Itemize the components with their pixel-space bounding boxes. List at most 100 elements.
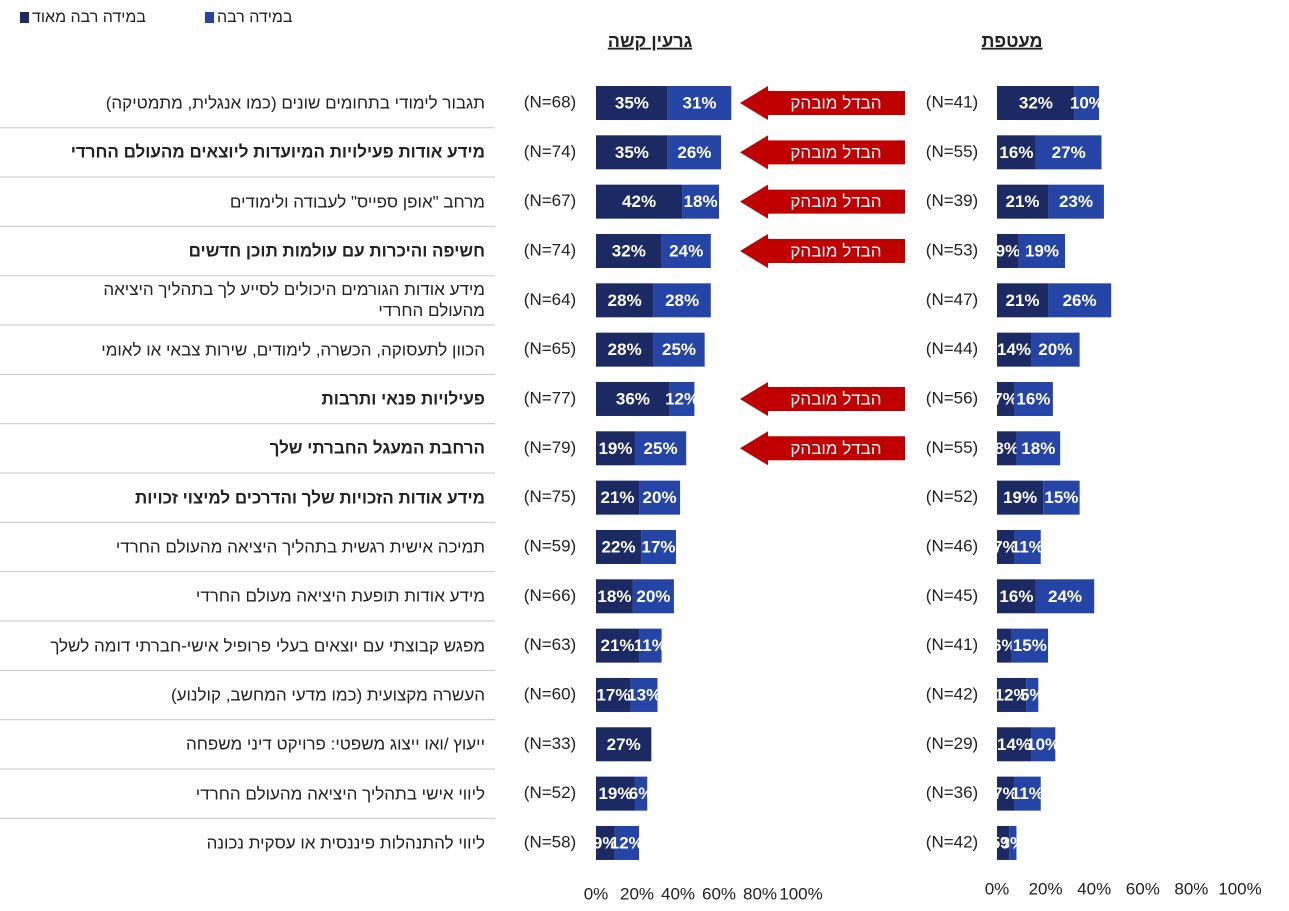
value-label: 24% [669,241,703,260]
bar-segment [639,480,681,515]
bar-segment [1009,825,1017,860]
value-label: 19% [1025,241,1059,260]
x-tick-label: 40% [1077,879,1111,898]
value-label: 36% [616,389,650,408]
n-label: (N=29) [926,734,978,753]
bar-segment [1011,628,1049,663]
value-label: 19% [598,439,632,458]
row-label: תגבור לימודי בתחומים שונים (כמו אנגלית, … [105,93,485,113]
significance-label: הבדל מובהק [790,439,881,458]
value-label: 15% [1013,636,1047,655]
row-label: מידע אודות הזכויות שלך והדרכים למיצוי זכ… [135,488,485,508]
value-label: 11% [634,636,667,655]
bar-segment [667,86,732,120]
n-label: (N=67) [524,191,576,210]
bar-segment [1035,135,1102,170]
bar-segment [596,233,662,268]
value-label: 21% [601,636,635,655]
n-label: (N=66) [524,586,576,605]
value-label: 15% [1044,488,1078,507]
row-label: ייעוץ /ואו ייצוג משפטי: פרויקט דיני משפח… [185,734,485,754]
value-label: 6% [992,636,1017,655]
value-label: 31% [683,93,717,112]
value-label: 26% [1063,291,1097,310]
significance-label: הבדל מובהק [790,241,881,260]
bar-segment [997,431,1017,466]
n-label: (N=45) [926,586,978,605]
significance-label: הבדל מובהק [790,389,881,408]
value-label: 20% [643,488,677,507]
row-label: פעילויות פנאי ותרבות [321,389,485,409]
row-label: מידע אודות פעילויות המיועדות ליוצאים מהע… [70,142,485,162]
value-label: 10% [1070,93,1104,112]
bar-segment [997,677,1027,712]
value-label: 21% [601,488,635,507]
bar-segment [639,628,662,663]
bar-segment [1031,727,1056,762]
value-label: 8% [994,439,1019,458]
value-label: 19% [598,784,632,803]
value-label: 5% [1020,685,1045,704]
bar-segment [596,825,615,860]
significance-label: הבדל מובהק [790,143,881,162]
bar-segment [596,579,633,614]
legend-label: במידה רבה מאוד [32,9,146,26]
significance-arrow [740,431,905,466]
value-label: 28% [608,340,642,359]
bar-segment [596,677,631,712]
legend-label: במידה רבה [217,9,293,26]
n-label: (N=36) [926,783,978,802]
value-label: 16% [999,587,1033,606]
bar-segment [596,727,652,762]
bar-segment [997,776,1015,811]
significance-arrow [740,233,905,268]
row-label: חשיפה והיכרות עם עולמות תוכן חדשים [188,241,485,261]
value-label: 14% [997,735,1031,754]
x-tick-label: 0% [985,879,1010,898]
n-label: (N=64) [524,290,576,309]
bar-segment [596,283,654,318]
bar-segment [997,727,1032,762]
bar-segment [634,431,687,466]
value-label: 20% [1038,340,1072,359]
n-label: (N=77) [524,388,576,407]
n-label: (N=47) [926,290,978,309]
value-label: 32% [1019,93,1053,112]
legend-swatch [205,12,214,23]
bar-segment [1043,480,1080,515]
x-tick-label: 0% [584,884,609,903]
value-label: 3% [1001,833,1026,852]
n-label: (N=46) [926,536,978,555]
x-tick-label: 60% [702,884,736,903]
bar-segment [997,628,1012,663]
bar-segment [596,184,683,219]
value-label: 21% [1005,291,1039,310]
value-label: 35% [615,93,649,112]
value-label: 16% [999,143,1033,162]
value-label: 18% [1021,439,1055,458]
bar-segment [596,529,642,564]
n-label: (N=58) [524,832,576,851]
value-label: 11% [1011,784,1044,803]
row-label: ליווי אישי בתהליך היציאה מהעולם החרדי [195,784,485,804]
n-label: (N=42) [926,684,978,703]
n-label: (N=74) [524,142,576,161]
n-label: (N=41) [926,635,978,654]
significance-label: הבדל מובהק [790,93,881,112]
value-label: 9% [996,241,1021,260]
bar-segment [1026,677,1039,712]
bar-segment [997,283,1049,318]
n-label: (N=42) [926,832,978,851]
value-label: 7% [993,389,1018,408]
bar-segment [1018,233,1066,268]
value-label: 11% [1011,537,1044,556]
value-label: 17% [642,537,676,556]
value-label: 35% [615,143,649,162]
value-label: 12% [995,685,1029,704]
row-label: תמיכה אישית רגשית בתהליך היציאה מהעולם ה… [115,537,485,557]
panel-title: גרעין קשה [608,31,693,51]
row-label: מידע אודות הגורמים היכולים לסייע לך בתהל… [103,280,485,321]
value-label: 18% [597,587,631,606]
significance-label: הבדל מובהק [790,192,881,211]
n-label: (N=56) [926,388,978,407]
